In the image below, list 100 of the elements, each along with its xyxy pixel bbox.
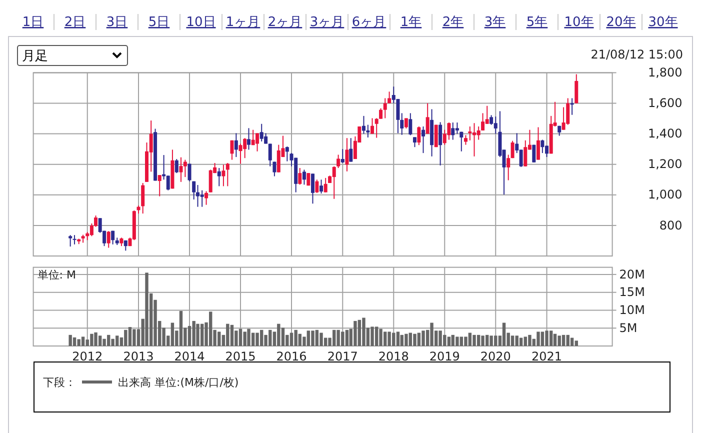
candlestick [68, 234, 72, 248]
bar [77, 339, 80, 346]
candlestick [506, 154, 510, 181]
candlestick [540, 139, 544, 154]
bar [256, 332, 259, 346]
bar [200, 324, 204, 346]
bar [362, 318, 366, 346]
bar [345, 330, 349, 346]
text: 5年 [526, 15, 548, 30]
candlestick [438, 122, 442, 166]
candlestick [315, 179, 319, 194]
bar [230, 324, 234, 346]
candlestick [510, 140, 514, 159]
candlestick [222, 164, 226, 187]
candlestick [238, 143, 242, 164]
candlestick [306, 172, 310, 186]
candlestick [340, 148, 344, 164]
y-tick-label: 1,000 [648, 188, 682, 202]
bar [476, 334, 480, 346]
bar [510, 336, 514, 346]
candlestick [536, 126, 540, 160]
bar [370, 326, 374, 346]
x-tick-label: 2021 [532, 349, 562, 364]
candlestick [166, 175, 170, 191]
y-tick-label: 20M [619, 267, 645, 282]
x-tick-label: 2013 [123, 349, 154, 364]
candlestick [383, 98, 387, 119]
bar [315, 330, 319, 346]
candlestick [141, 182, 145, 214]
bar [226, 324, 230, 346]
candlestick [336, 154, 340, 169]
candlestick [256, 132, 260, 152]
candlestick [396, 98, 400, 134]
y-tick-label: 1,800 [648, 66, 682, 80]
bar [94, 332, 98, 346]
bar [447, 336, 451, 346]
bar [98, 336, 102, 346]
text: 5日 [148, 15, 170, 30]
candlestick [260, 123, 264, 142]
bar [354, 320, 357, 346]
candlestick [464, 134, 468, 146]
bar [417, 332, 421, 346]
x-tick-label: 2012 [72, 349, 103, 364]
bar [430, 322, 434, 346]
candlestick [298, 168, 302, 186]
annotation: 単位: M [37, 268, 76, 282]
text: 2年 [442, 15, 464, 30]
candlestick [476, 126, 480, 140]
candlestick [562, 106, 566, 130]
x-tick-label: 2014 [174, 349, 205, 364]
text: 3ヶ月 [310, 15, 344, 30]
bar [192, 320, 196, 346]
text: 21/08/12 15:00 [590, 48, 683, 62]
bar [145, 272, 148, 346]
candlestick [174, 158, 178, 174]
bar [251, 332, 255, 346]
x-tick-label: 2015 [225, 349, 256, 364]
bar [562, 334, 566, 346]
y-tick-label: 800 [659, 218, 682, 232]
candlestick [208, 169, 212, 193]
candlestick [332, 166, 336, 200]
candlestick [524, 140, 528, 167]
bar [404, 334, 408, 346]
candlestick [532, 144, 536, 163]
candlestick [188, 163, 192, 182]
text: 20年 [606, 15, 636, 30]
bar [472, 334, 476, 346]
bar [515, 336, 518, 346]
bar [196, 324, 200, 346]
x-tick-label: 2019 [429, 349, 460, 364]
candlestick [455, 122, 459, 134]
bar [438, 330, 442, 346]
bar [68, 334, 72, 346]
candlestick [251, 129, 255, 146]
candlestick [494, 116, 498, 134]
bar [558, 336, 561, 346]
candlestick [460, 131, 464, 152]
candlestick [204, 190, 208, 206]
bar [281, 328, 285, 346]
legend-label: 出来高 単位:(M株/口/枚) [118, 376, 239, 389]
candlestick [388, 91, 392, 104]
candlestick [111, 230, 115, 245]
bar [490, 336, 493, 346]
bar [540, 332, 544, 346]
text: 1年 [400, 15, 422, 30]
bar [464, 336, 468, 346]
bar [72, 337, 76, 346]
candlestick [404, 118, 408, 129]
bar [111, 338, 114, 346]
bar [396, 332, 400, 346]
bar [238, 328, 242, 346]
bar [336, 330, 340, 346]
bar [374, 326, 378, 346]
bar [179, 310, 183, 346]
text: 10日 [186, 15, 216, 30]
text: 6ヶ月 [352, 15, 386, 30]
bar [294, 330, 298, 346]
bar [545, 330, 548, 346]
bar [481, 336, 484, 346]
x-tick-label: 2017 [327, 349, 358, 364]
